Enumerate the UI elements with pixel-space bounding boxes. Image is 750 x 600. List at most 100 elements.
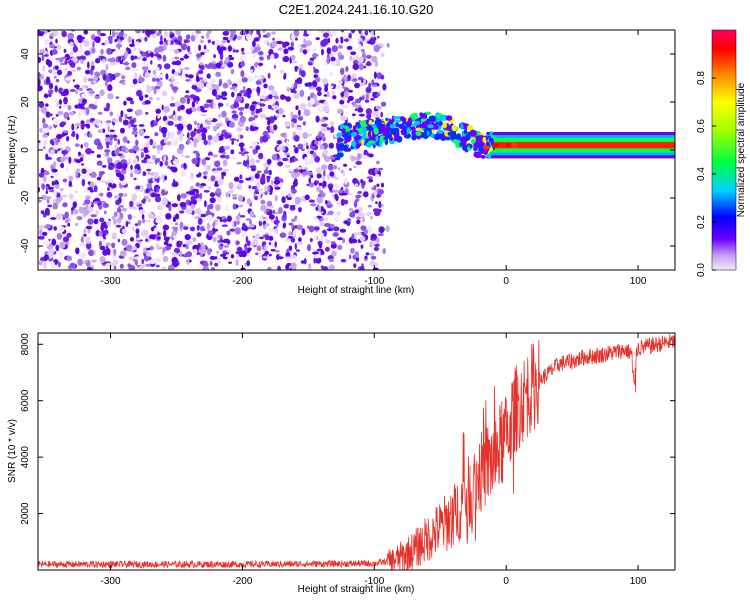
noise-cell [240,267,246,270]
noise-cell [268,241,272,246]
noise-cell [215,62,222,69]
noise-cell [97,129,104,133]
noise-cell [198,172,202,177]
noise-cell [199,62,204,66]
noise-cell [87,78,94,82]
noise-cell [288,170,293,174]
noise-cell [121,75,126,80]
noise-cell [96,154,102,159]
noise-cell [312,46,317,52]
signal-cell [336,132,342,138]
noise-cell [222,31,230,36]
noise-cell [100,180,107,183]
noise-cell [339,116,346,120]
noise-cell [184,155,190,158]
noise-cell [185,251,193,258]
noise-cell [204,200,207,208]
noise-cell [231,193,238,197]
noise-cell [244,92,248,97]
signal-band [486,142,675,149]
noise-cell [271,40,277,48]
noise-cell [371,111,376,116]
noise-cell [302,140,307,144]
noise-cell [111,30,116,38]
noise-cell [179,104,185,111]
noise-cell [141,66,149,71]
noise-cell [87,267,92,270]
noise-cell [93,218,99,225]
noise-cell [292,114,298,119]
noise-cell [297,224,303,231]
signal-cell [395,121,399,128]
noise-cell [291,121,295,129]
signal-cell [351,140,357,147]
noise-cell [373,45,380,53]
noise-cell [250,45,254,52]
noise-cell [348,37,351,43]
noise-cell [61,194,68,198]
noise-cell [354,251,360,259]
noise-cell [204,48,210,54]
noise-cell [53,76,57,79]
noise-cell [109,111,114,117]
noise-cell [117,139,120,145]
noise-cell [369,216,373,220]
noise-cell [355,54,359,60]
noise-cell [272,37,275,41]
noise-cell [351,30,355,34]
noise-cell [226,39,230,44]
noise-cell [116,162,124,170]
noise-cell [105,134,110,138]
signal-cell [393,116,398,120]
noise-cell [207,230,214,237]
noise-cell [277,161,284,166]
noise-cell [294,66,298,72]
noise-cell [55,244,60,252]
noise-cell [212,170,219,174]
noise-cell [212,222,216,228]
noise-cell [245,103,250,107]
noise-cell [59,62,66,66]
noise-cell [97,111,103,115]
noise-cell [329,85,334,89]
noise-cell [38,31,44,37]
noise-cell [100,48,104,55]
noise-cell [297,83,302,89]
noise-cell [227,79,232,84]
noise-cell [63,69,68,75]
noise-cell [145,155,151,160]
noise-cell [152,69,157,76]
noise-cell [38,172,45,178]
noise-cell [212,125,218,132]
noise-cell [206,73,211,79]
noise-cell [52,72,57,75]
noise-cell [321,78,328,85]
noise-cell [93,75,99,82]
noise-cell [95,209,99,216]
noise-cell [264,223,270,227]
signal-cell [362,127,368,134]
noise-cell [148,198,151,203]
noise-cell [89,90,95,94]
noise-cell [216,250,220,254]
noise-cell [180,75,187,79]
noise-cell [60,56,67,60]
noise-cell [138,124,145,127]
noise-cell [220,253,227,258]
noise-cell [152,77,156,82]
noise-cell [169,103,176,107]
noise-cell [147,212,155,220]
noise-cell [313,257,317,264]
noise-cell [331,83,334,87]
signal-cell [365,142,372,148]
noise-cell [55,38,58,44]
noise-cell [274,95,279,100]
noise-cell [208,203,214,210]
noise-cell [259,236,264,240]
noise-cell [268,235,274,241]
noise-cell [144,72,151,78]
noise-cell [145,238,149,242]
signal-cell [480,155,486,159]
noise-cell [155,108,161,114]
